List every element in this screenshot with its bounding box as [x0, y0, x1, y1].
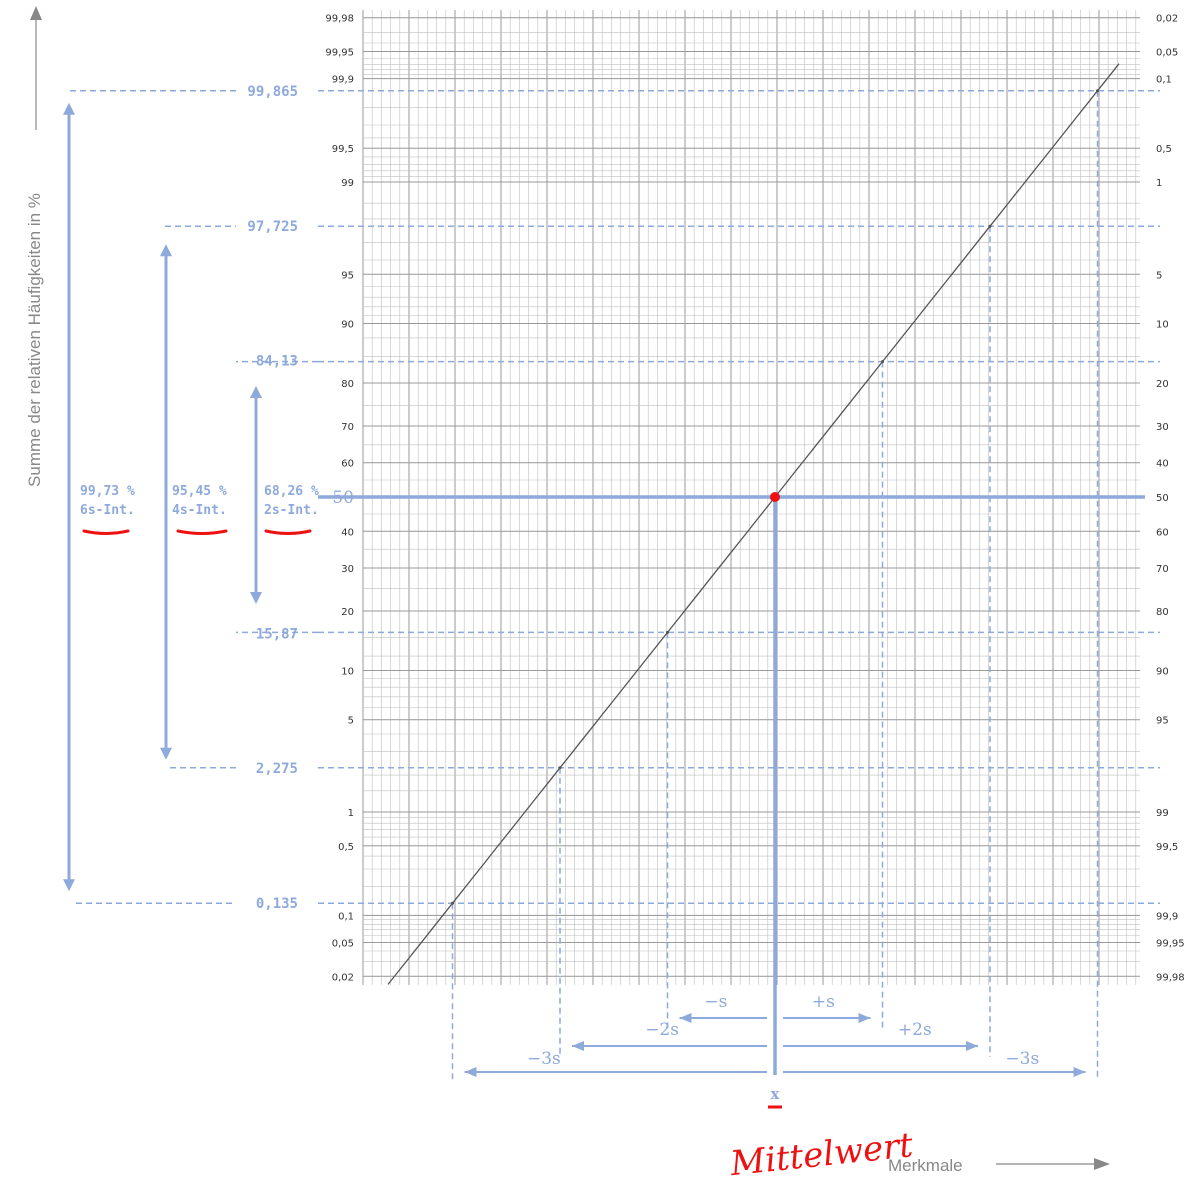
- interval-percent: 68,26 %: [264, 484, 319, 499]
- series-line-group: [387, 63, 1120, 985]
- x-axis-arrow: [996, 1158, 1110, 1170]
- interval-percent: 99,73 %: [80, 484, 135, 499]
- deviation-label-right: +s: [812, 992, 835, 1012]
- deviation-arrow-right-head: [966, 1041, 978, 1051]
- left-tick-label: 0,1: [338, 911, 354, 922]
- left-tick-label: 99,9: [332, 75, 354, 86]
- right-tick-label: 99,95: [1156, 939, 1185, 950]
- right-tick-label: 40: [1156, 459, 1169, 470]
- reference-level-label: 99,865: [247, 84, 298, 100]
- red-underline: [264, 529, 312, 535]
- mean-point: [770, 492, 780, 502]
- interval-label: 6s-Int.: [80, 503, 135, 518]
- red-underline: [82, 529, 130, 535]
- left-tick-labels: 99,9899,9599,999,59995908070605040302010…: [325, 14, 354, 984]
- interval-4s-arrow-head-bottom: [160, 747, 172, 760]
- interval-percent: 95,45 %: [172, 484, 227, 499]
- right-tick-label: 60: [1156, 527, 1169, 538]
- right-tick-label: 10: [1156, 320, 1169, 331]
- left-tick-label: 70: [341, 422, 354, 433]
- deviation-arrow-left-head: [464, 1067, 477, 1077]
- red-underline: [176, 529, 228, 535]
- left-tick-label: 60: [341, 459, 354, 470]
- left-tick-label: 0,5: [338, 842, 354, 853]
- interval-6s-arrow-head-bottom: [63, 879, 75, 892]
- right-tick-label: 99,5: [1156, 842, 1178, 853]
- left-tick-label: 10: [341, 667, 354, 678]
- mean-label: x: [771, 1085, 781, 1103]
- data-point: [1096, 89, 1099, 93]
- left-tick-label: 99: [341, 178, 354, 189]
- left-tick-label: 95: [341, 270, 354, 281]
- left-tick-label: 40: [341, 527, 354, 538]
- deviation-label-left: −2s: [645, 1020, 679, 1040]
- left-tick-label: 0,05: [332, 939, 354, 950]
- reference-level-label: 15,87: [256, 626, 298, 642]
- left-tick-label: 30: [341, 564, 354, 575]
- right-tick-label: 0,5: [1156, 144, 1172, 155]
- y-axis-arrow: [30, 6, 42, 130]
- right-tick-label: 50: [1156, 493, 1169, 504]
- data-point: [558, 766, 562, 770]
- interval-label: 2s-Int.: [264, 503, 319, 518]
- right-tick-label: 20: [1156, 379, 1169, 390]
- data-point: [881, 360, 884, 364]
- reference-level-label: 2,275: [256, 761, 298, 777]
- interval-2s-arrow-head-top: [250, 386, 262, 398]
- interval-2s-arrow-head-bottom: [250, 592, 262, 604]
- left-tick-label: 99,95: [325, 48, 354, 59]
- left-tick-label: 20: [341, 607, 354, 618]
- x-axis-title: Merkmale: [888, 1156, 963, 1175]
- deviation-arrows: −s +s −2s +2s −3s −3s: [464, 992, 1086, 1077]
- series-line: [387, 63, 1120, 985]
- deviation-label-left: −3s: [527, 1049, 561, 1069]
- interval-label: 4s-Int.: [172, 503, 227, 518]
- right-tick-label: 80: [1156, 607, 1169, 618]
- right-tick-label: 95: [1156, 716, 1169, 727]
- left-tick-label: 1: [348, 808, 354, 819]
- right-tick-label: 0,05: [1156, 48, 1178, 59]
- deviation-label-left: −s: [704, 992, 727, 1012]
- deviation-label-right: +2s: [898, 1020, 932, 1040]
- interval-6s-arrow-head-top: [63, 102, 75, 115]
- left-tick-label: 80: [341, 379, 354, 390]
- right-tick-label: 30: [1156, 422, 1169, 433]
- left-tick-label: 90: [341, 320, 354, 331]
- data-point: [451, 901, 454, 905]
- deviation-arrow-left-head: [679, 1013, 692, 1023]
- right-tick-labels: 0,02 0,05 0,1 0,5 1 5 10 20 30 40 50 60 70 80 90 95 99 99…: [1156, 14, 1185, 984]
- right-tick-label: 70: [1156, 564, 1169, 575]
- interval-4s-arrow-head-top: [160, 244, 172, 257]
- data-point: [988, 224, 992, 228]
- right-tick-label: 1: [1156, 178, 1162, 189]
- y-axis-title: Summe der relativen Häufigkeiten in %: [25, 193, 44, 487]
- right-tick-label: 0,1: [1156, 75, 1172, 86]
- right-tick-label: 90: [1156, 667, 1169, 678]
- deviation-arrow-right-head: [858, 1013, 871, 1023]
- reference-lines: 99,865 97,725 84,13 15,87 2,275 0,135: [70, 84, 1160, 1080]
- right-tick-label: 0,02: [1156, 14, 1178, 25]
- right-tick-label: 99: [1156, 808, 1169, 819]
- deviation-arrow-left-head: [572, 1041, 584, 1051]
- interval-arrows: 99,73 % 6s-Int. 95,45 % 4s-Int. 68,26 % 2s-In…: [63, 102, 319, 892]
- right-tick-label: 99,98: [1156, 972, 1185, 983]
- left-tick-label: 99,5: [332, 144, 354, 155]
- right-tick-label: 99,9: [1156, 911, 1178, 922]
- reference-level-label: 84,13: [256, 354, 298, 370]
- deviation-label-right: −3s: [1005, 1049, 1039, 1069]
- left-tick-label: 5: [348, 716, 354, 727]
- right-tick-label: 5: [1156, 270, 1162, 281]
- handwritten-note: Mittelwert: [728, 1125, 916, 1180]
- reference-level-label: 0,135: [256, 896, 298, 912]
- deviation-arrow-right-head: [1073, 1067, 1086, 1077]
- left-tick-label: 0,02: [332, 972, 354, 983]
- data-point: [666, 630, 669, 634]
- left-tick-label: 99,98: [325, 14, 354, 25]
- reference-level-label: 97,725: [247, 219, 298, 235]
